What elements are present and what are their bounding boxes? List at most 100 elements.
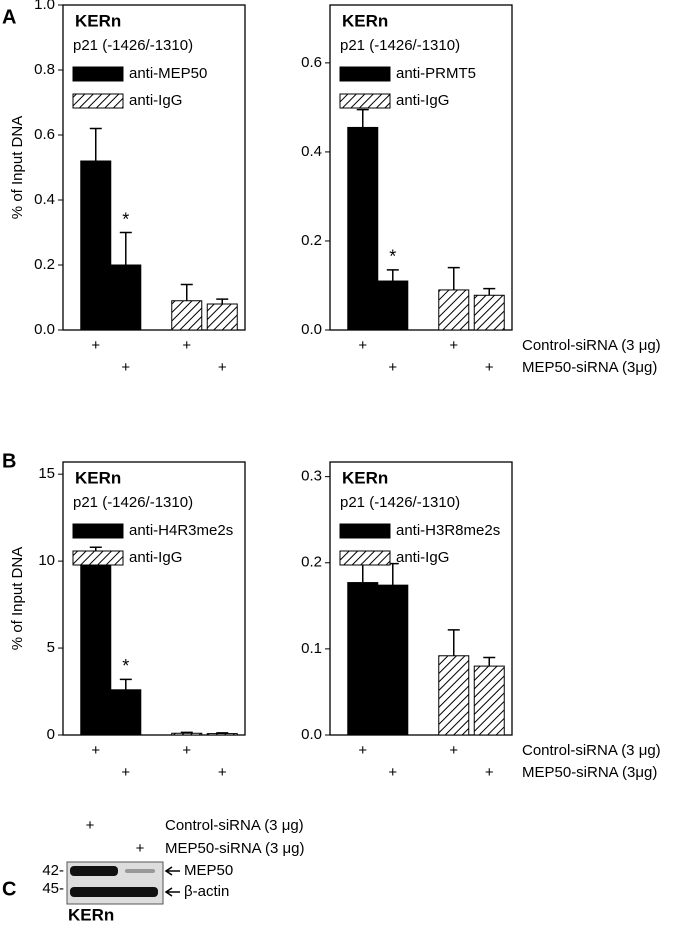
condition-mark: + — [388, 359, 397, 376]
error-bar — [180, 283, 193, 301]
legend-label: anti-IgG — [396, 92, 449, 109]
chart: 0 5 10 15 % of Input DNA KERn p21 (-1426/-1310… — [9, 461, 246, 781]
error-bar — [386, 562, 399, 586]
plot-frame — [62, 4, 246, 331]
chart-subtitle: p21 (-1426/-1310) — [340, 37, 460, 54]
plot-frame — [329, 4, 513, 331]
y-tick-label: 0.0 — [34, 321, 55, 338]
chart: 0.0 0.1 0.2 0.3 KERn p21 (-1426/-1310) anti-H3… — [301, 461, 661, 781]
bar — [473, 665, 505, 736]
error-bar — [447, 629, 460, 656]
significance-mark: * — [122, 209, 129, 229]
condition-mark: + — [358, 742, 367, 759]
chart-title: KERn — [342, 11, 388, 30]
plot-frame — [62, 461, 246, 736]
lane-mark: + — [86, 817, 95, 834]
legend-label: anti-PRMT5 — [396, 65, 476, 82]
bar — [80, 160, 112, 331]
chart-title: KERn — [342, 468, 388, 487]
error-bar — [119, 231, 132, 265]
y-tick-label: 0.4 — [34, 191, 55, 208]
legend-swatch — [72, 523, 124, 539]
y-tick-label: 10 — [38, 552, 55, 569]
y-tick-label: 1.0 — [34, 0, 55, 13]
y-tick-label: 0.3 — [301, 468, 322, 485]
bar — [206, 733, 238, 736]
blot-band — [125, 869, 155, 873]
chart-subtitle: p21 (-1426/-1310) — [73, 494, 193, 511]
significance-mark: * — [389, 247, 396, 267]
bar — [347, 582, 379, 736]
error-bar — [216, 732, 229, 734]
condition-label: Control-siRNA (3 μg) — [522, 742, 661, 759]
bar — [110, 689, 142, 736]
condition-mark: + — [218, 764, 227, 781]
western-blot: + Control-siRNA (3 μg) + MEP50-siRNA (3 … — [42, 817, 304, 925]
condition-mark: + — [182, 337, 191, 354]
condition-mark: + — [121, 764, 130, 781]
condition-mark: + — [449, 742, 458, 759]
y-tick-label: 15 — [38, 465, 55, 482]
y-tick-label: 0.6 — [301, 54, 322, 71]
band-label: β-actin — [184, 883, 229, 900]
bar — [377, 280, 409, 331]
significance-mark: * — [122, 656, 129, 676]
lane-label: MEP50-siRNA (3 μg) — [165, 840, 305, 857]
bar — [473, 294, 505, 331]
y-axis-label: % of Input DNA — [9, 547, 26, 650]
legend-label: anti-IgG — [129, 549, 182, 566]
bar — [110, 264, 142, 331]
condition-mark: + — [91, 337, 100, 354]
legend-label: anti-H3R8me2s — [396, 522, 500, 539]
y-tick-label: 0.4 — [301, 143, 322, 160]
bar — [438, 655, 470, 736]
error-bar — [483, 656, 496, 667]
band-label: MEP50 — [184, 862, 233, 879]
legend-swatch — [72, 550, 124, 566]
legend-label: anti-MEP50 — [129, 65, 207, 82]
error-bar — [216, 298, 229, 304]
chart-title: KERn — [75, 11, 121, 30]
y-tick-label: 0.2 — [301, 232, 322, 249]
error-bar — [483, 287, 496, 296]
panel-label: C — [2, 878, 16, 900]
y-tick-label: 0.0 — [301, 726, 322, 743]
y-tick-label: 0.1 — [301, 640, 322, 657]
blot-band — [70, 887, 158, 897]
condition-mark: + — [485, 764, 494, 781]
condition-mark: + — [358, 337, 367, 354]
legend-swatch — [339, 93, 391, 109]
lane-mark: + — [136, 840, 145, 857]
chart: 0.0 0.2 0.4 0.6 0.8 1.0 % of Input DNA KERn p21 … — [9, 0, 246, 376]
condition-label: Control-siRNA (3 μg) — [522, 337, 661, 354]
panel-label: B — [2, 450, 16, 472]
bar — [206, 303, 238, 331]
legend-label: anti-H4R3me2s — [129, 522, 233, 539]
chart-title: KERn — [75, 468, 121, 487]
cell-line: KERn — [68, 905, 114, 924]
condition-mark: + — [449, 337, 458, 354]
y-tick-label: 5 — [47, 639, 55, 656]
y-tick-label: 0 — [47, 726, 55, 743]
chart-subtitle: p21 (-1426/-1310) — [73, 37, 193, 54]
condition-label: MEP50-siRNA (3μg) — [522, 764, 657, 781]
error-bar — [89, 127, 102, 161]
error-bar — [447, 266, 460, 290]
legend-label: anti-IgG — [129, 92, 182, 109]
arrow — [164, 887, 180, 897]
bar — [171, 300, 203, 331]
legend-swatch — [72, 93, 124, 109]
bar — [171, 732, 203, 736]
size-marker: 45- — [42, 880, 64, 897]
legend-swatch — [339, 66, 391, 82]
lane-label: Control-siRNA (3 μg) — [165, 817, 304, 834]
error-bar — [386, 269, 399, 282]
condition-mark: + — [388, 764, 397, 781]
chart-subtitle: p21 (-1426/-1310) — [340, 494, 460, 511]
legend-swatch — [339, 523, 391, 539]
bar — [438, 289, 470, 331]
y-tick-label: 0.2 — [34, 256, 55, 273]
legend-label: anti-IgG — [396, 549, 449, 566]
error-bar — [180, 731, 193, 734]
